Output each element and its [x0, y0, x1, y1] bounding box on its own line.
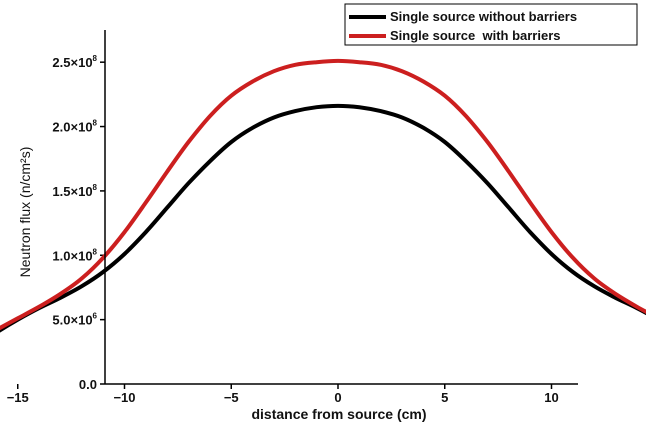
x-axis-title: distance from source (cm)	[251, 406, 426, 422]
legend: Single source without barriers Single so…	[344, 3, 638, 46]
x-tick-label: −10	[113, 390, 135, 405]
y-tick-label: 2.5×108	[52, 54, 97, 70]
y-tick-label: 1.0×108	[52, 247, 97, 263]
x-tick-label: 5	[441, 390, 448, 405]
x-tick-label: 0	[334, 390, 341, 405]
y-axis-title: Neutron flux (n/cm²s)	[17, 147, 33, 278]
series-line-without-barriers	[0, 103, 646, 333]
y-tick-label: 2.0×108	[52, 119, 97, 135]
x-tick-label: 10	[544, 390, 558, 405]
series-layer	[0, 58, 646, 333]
y-tick-label: 5.0×106	[52, 312, 97, 328]
x-tick-label: −5	[224, 390, 239, 405]
legend-label-without-barriers: Single source without barriers	[390, 9, 577, 24]
y-tick-label: 1.5×108	[52, 183, 97, 199]
y-tick-label: 0.0	[79, 377, 97, 392]
series-line-with-barriers	[0, 58, 646, 331]
x-axis-ticks: −20−15−10−505101520	[7, 384, 559, 405]
x-tick-label: −15	[7, 390, 29, 405]
y-axis-ticks: 0.0 5.0×106 1.0×108 1.5×108 2.0×108 2.5×108	[52, 54, 105, 392]
legend-box	[344, 3, 638, 46]
legend-label-with-barriers: Single source with barriers	[390, 28, 561, 43]
